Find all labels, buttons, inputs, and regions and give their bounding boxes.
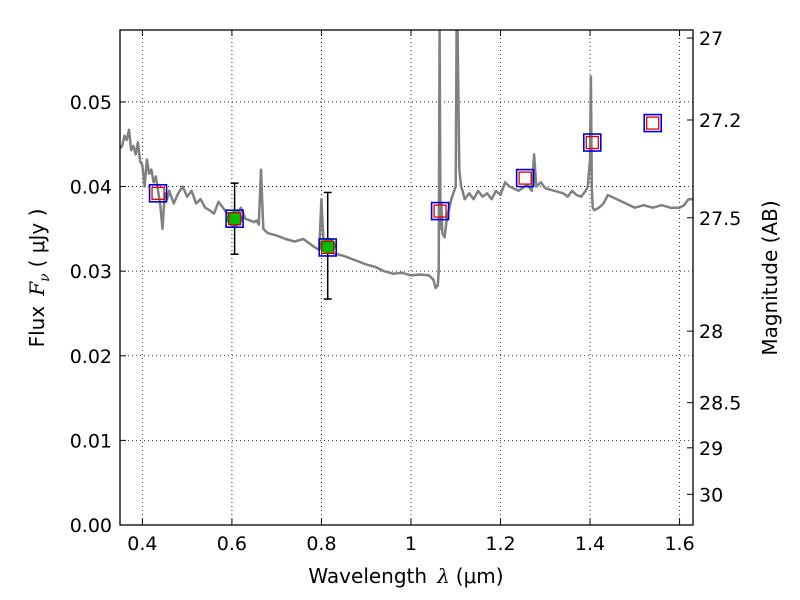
model-point: [225, 209, 244, 228]
model-point-inner: [227, 212, 242, 226]
y-tick-label: 0.01: [70, 430, 112, 452]
x-tick-label: 0.8: [306, 533, 336, 555]
grid-lines: [120, 30, 693, 526]
model-point-inner: [646, 116, 660, 130]
right-tick-label: 27.2: [699, 110, 741, 132]
model-point: [430, 201, 450, 221]
model-point-inner: [433, 204, 447, 218]
right-tick-label: 27.5: [699, 208, 741, 230]
right-tick-label: 28.5: [699, 393, 741, 415]
model-point: [515, 168, 535, 188]
model-point-inner: [518, 171, 532, 185]
sed-line: [120, 30, 693, 290]
y-axis-label-left: FluxFν( μJy ): [25, 209, 53, 348]
x-tick-label: 0.4: [127, 533, 157, 555]
model-point: [582, 133, 602, 152]
y-axis-label-right: Magnitude (AB): [758, 200, 782, 355]
model-point-inner: [321, 240, 335, 255]
plot-frame: [119, 29, 694, 526]
right-tick-label: 30: [699, 484, 723, 506]
x-tick-label: 1.6: [664, 533, 694, 555]
x-axis-label: Wavelength λ (μm): [308, 564, 503, 588]
model-point: [148, 184, 168, 203]
y-tick-label: 0.02: [70, 346, 112, 368]
model-point-inner: [151, 186, 165, 200]
observed-point: [226, 210, 243, 227]
x-tick-label: 1.4: [575, 533, 605, 555]
x-tick-label: 0.6: [217, 533, 247, 555]
plot-data: [120, 30, 693, 290]
model-point: [643, 113, 663, 133]
plot-points: [148, 113, 663, 300]
observed-point: [319, 237, 336, 254]
right-tick-label: 27: [699, 28, 723, 50]
x-tick-label: 1.2: [485, 533, 515, 555]
x-tick-label: 1: [405, 533, 417, 555]
model-point-inner: [585, 135, 599, 150]
axis-ticks: 0.4 0.6 0.8 1 1.2 1.4 1.6 0.00 0.01 0.02 0.03 0.04 0…: [70, 28, 742, 555]
right-tick-label: 28: [699, 321, 723, 343]
model-point: [318, 238, 338, 257]
y-tick-label: 0.03: [70, 261, 112, 283]
right-tick-label: 29: [699, 438, 723, 460]
y-tick-label: 0.00: [70, 515, 112, 537]
y-tick-label: 0.05: [70, 92, 112, 114]
y-tick-label: 0.04: [70, 177, 112, 199]
